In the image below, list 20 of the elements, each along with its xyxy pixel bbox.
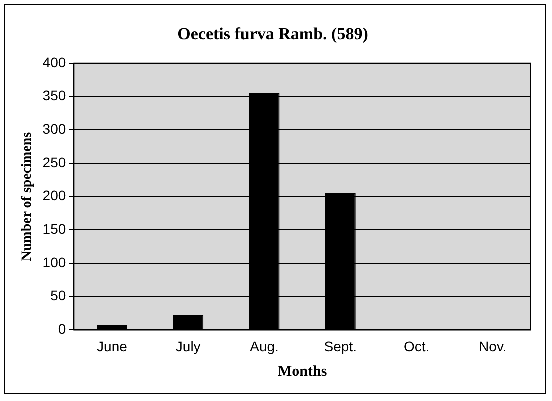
x-tick-label: Oct. [404,338,430,354]
x-tick-label: Aug. [250,338,279,354]
x-tick-label: Sept. [324,338,357,354]
chart-title: Oecetis furva Ramb. (589) [178,24,368,44]
x-tick-label: June [97,338,128,354]
y-axis-title: Number of specimens [20,132,36,262]
y-tick-label: 350 [42,88,66,104]
y-tick-label: 0 [58,321,66,338]
bar [173,316,204,330]
y-tick-label: 300 [42,120,66,137]
y-tick-label: 150 [42,221,66,238]
y-tick-label: 200 [42,188,66,204]
x-axis-title: Months [278,364,328,380]
x-tick-label: July [176,338,201,354]
y-tick-label: 100 [42,254,66,270]
y-tick-label: 250 [42,154,66,170]
y-tick-label: 50 [50,288,66,304]
x-tick-label: Nov. [479,338,507,354]
bar [97,326,128,330]
y-tick-label: 400 [42,54,66,70]
